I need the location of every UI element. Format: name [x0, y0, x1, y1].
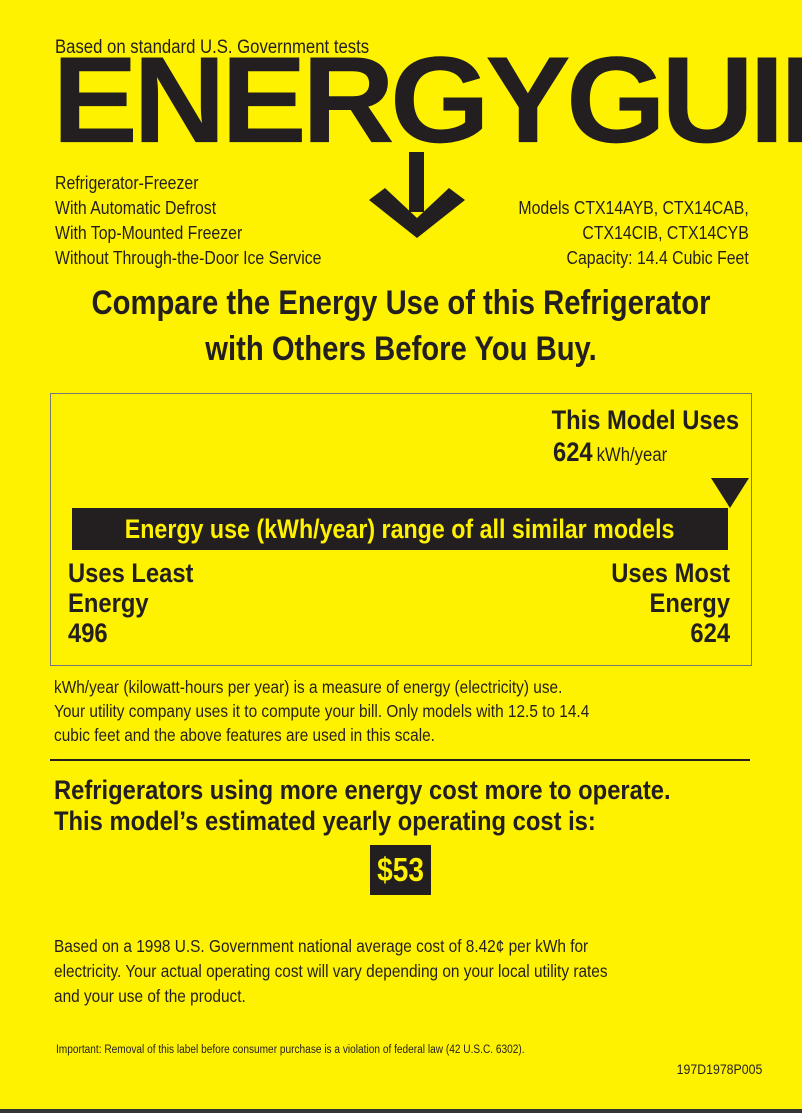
feature: Refrigerator-Freezer [55, 173, 199, 193]
model-marker-triangle-icon [711, 478, 749, 508]
cost-note: Based on a 1998 U.S. Government national… [54, 934, 608, 1009]
down-arrow-icon [369, 152, 465, 238]
explanation: kWh/year (kilowatt-hours per year) is a … [54, 675, 589, 747]
energy-scale-box [50, 393, 752, 666]
least-label: Uses Least [68, 558, 194, 588]
energyguide-logo: ENERGYGUIDE [52, 38, 802, 238]
divider [50, 759, 750, 761]
least-label: Energy [68, 588, 149, 618]
yearly-cost-value: $53 [377, 851, 424, 888]
range-bar: Energy use (kWh/year) range of all simil… [72, 508, 728, 550]
headline-line: with Others Before You Buy. [205, 330, 597, 368]
feature: Without Through-the-Door Ice Service [55, 248, 322, 268]
models-line: CTX14CIB, CTX14CYB [582, 223, 749, 243]
cost-heading: Refrigerators using more energy cost mor… [54, 775, 671, 837]
explanation-line: Your utility company uses it to compute … [54, 701, 590, 721]
headline: Compare the Energy Use of this Refrigera… [56, 280, 746, 372]
cost-heading-line: This model’s estimated yearly operating … [54, 806, 596, 836]
cost-note-line: electricity. Your actual operating cost … [54, 961, 608, 981]
cost-note-line: and your use of the product. [54, 986, 246, 1006]
most-value: 624 [690, 618, 730, 648]
uses-most: Uses Most Energy 624 [611, 558, 730, 648]
most-label: Uses Most [611, 558, 730, 588]
capacity: Capacity: 14.4 Cubic Feet [566, 248, 749, 268]
most-label: Energy [649, 588, 730, 618]
range-title: Energy use (kWh/year) range of all simil… [125, 514, 675, 544]
uses-least: Uses Least Energy 496 [68, 558, 193, 648]
tests-note: Based on standard U.S. Government tests [55, 37, 370, 58]
product-features: Refrigerator-Freezer With Automatic Defr… [55, 171, 321, 271]
cost-note-line: Based on a 1998 U.S. Government national… [54, 936, 589, 956]
bottom-edge [0, 1109, 802, 1113]
this-model-value: 624 [553, 437, 593, 467]
yearly-cost: $53 [370, 845, 431, 895]
models-line: Models CTX14AYB, CTX14CAB, [518, 198, 749, 218]
this-model-usage: 624 kWh/year [553, 437, 667, 467]
headline-line: Compare the Energy Use of this Refrigera… [91, 284, 711, 322]
explanation-line: kWh/year (kilowatt-hours per year) is a … [54, 677, 563, 697]
unit: kWh/year [596, 445, 668, 466]
feature: With Automatic Defrost [55, 198, 217, 218]
product-models: Models CTX14AYB, CTX14CAB, CTX14CIB, CTX… [519, 196, 749, 271]
cost-heading-line: Refrigerators using more energy cost mor… [54, 775, 671, 805]
this-model-label: This Model Uses [551, 405, 739, 435]
feature: With Top-Mounted Freezer [55, 223, 243, 243]
explanation-line: cubic feet and the above features are us… [54, 725, 435, 745]
label-code: 197D1978P005 [676, 1061, 762, 1077]
logo-text: ENERGYGUIDE [52, 30, 802, 169]
legal-notice: Important: Removal of this label before … [56, 1044, 525, 1056]
least-value: 496 [68, 618, 108, 648]
